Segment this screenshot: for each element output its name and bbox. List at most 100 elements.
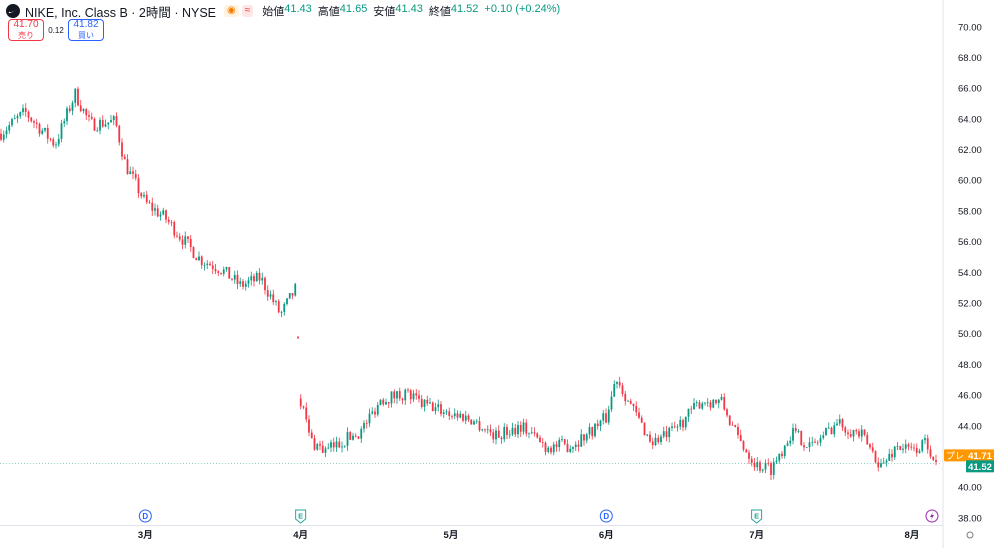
candle-body [497, 430, 500, 438]
candle-body [288, 293, 291, 299]
low-value: 41.43 [395, 3, 423, 15]
trade-buttons: 41.70 売り 0.12 41.82 買い [8, 19, 104, 41]
candle-body [577, 444, 580, 447]
candle-body [85, 108, 88, 116]
candle-body [13, 118, 16, 120]
candle-body [354, 435, 357, 437]
candle-body [0, 133, 2, 140]
candle-body [503, 426, 506, 440]
candle-body [583, 434, 585, 441]
candle-body [904, 444, 907, 449]
candle-body [272, 294, 275, 303]
candle-body [739, 434, 742, 441]
candle-body [750, 458, 753, 463]
candle-body [715, 399, 717, 404]
candle-body [849, 434, 852, 437]
candle-body [313, 438, 316, 450]
candle-body [420, 398, 423, 407]
candle-body [745, 449, 748, 453]
candle-body [484, 429, 486, 431]
candle-body [302, 406, 305, 408]
candle-body [640, 417, 643, 423]
candle-body [599, 420, 602, 427]
candle-body [475, 421, 478, 422]
candle-body [500, 437, 503, 440]
candle-body [264, 277, 266, 291]
candle-body [627, 400, 629, 402]
candle-body [756, 462, 759, 468]
candle-body [478, 421, 481, 431]
candle-body [167, 219, 170, 222]
candle-body [720, 396, 723, 400]
nike-swoosh-icon[interactable] [6, 4, 20, 18]
candle-body [55, 144, 57, 146]
candle-body [844, 427, 847, 433]
approx-icon[interactable]: ≈ [241, 5, 254, 17]
candle-body [143, 194, 145, 197]
candle-body [16, 116, 19, 119]
candle-body [129, 171, 132, 175]
candle-body [415, 393, 418, 396]
symbol-title[interactable]: NIKE, Inc. Class B · 2時間 · NYSE [25, 5, 217, 20]
sell-button[interactable]: 41.70 売り [8, 19, 44, 41]
candle-body [165, 210, 167, 220]
candle-body [880, 463, 882, 468]
sell-price: 41.70 [13, 18, 39, 30]
candle-body [310, 432, 313, 439]
candle-body [737, 426, 739, 435]
eye-icon[interactable]: ◉ [224, 5, 239, 17]
candle-body [786, 443, 789, 446]
candle-body [41, 130, 44, 134]
candle-body [687, 408, 690, 417]
candle-body [74, 88, 77, 103]
candle-body [437, 404, 440, 408]
candle-body [82, 108, 85, 112]
candle-body [68, 108, 71, 111]
candle-body [731, 424, 734, 426]
candle-body [552, 444, 555, 453]
x-axis: 3月 4月 5月 6月 7月 8月 [138, 530, 974, 541]
candle-body [409, 390, 412, 400]
candle-body [176, 235, 178, 237]
candle-body [244, 283, 247, 287]
candle-body [561, 439, 563, 440]
candle-body [154, 208, 156, 211]
event-dividend-letter: D [142, 512, 148, 521]
candle-body [330, 442, 332, 448]
candle-body [137, 178, 140, 194]
candle-body [550, 447, 552, 453]
buy-button[interactable]: 41.82 買い [68, 19, 104, 41]
candle-body [233, 274, 236, 280]
candle-body [866, 434, 869, 445]
candle-body [332, 442, 335, 448]
candle-body [676, 426, 679, 428]
candle-body [671, 426, 673, 428]
candle-body [101, 119, 104, 127]
candle-body [814, 441, 816, 443]
candle-body [123, 156, 126, 160]
candle-body [492, 432, 495, 440]
spread-value: 0.12 [48, 25, 64, 35]
candle-body [442, 412, 445, 414]
candles [0, 86, 937, 481]
candle-body [841, 419, 844, 428]
high-label: 高値 [317, 6, 340, 18]
candle-body [539, 437, 541, 443]
candle-body [363, 423, 365, 429]
candle-body [805, 447, 808, 448]
candle-body [852, 429, 855, 437]
candle-body [734, 425, 737, 427]
candle-body [580, 434, 583, 447]
candle-body [365, 423, 368, 424]
candle-body [382, 399, 385, 405]
y-tick-label: 44.00 [958, 421, 982, 432]
candle-body [585, 434, 588, 441]
candle-body [877, 462, 880, 468]
event-dividend-letter: D [603, 512, 609, 521]
candle-body [112, 116, 115, 121]
candle-body [291, 293, 294, 296]
candle-body [236, 274, 239, 284]
candle-body [104, 124, 107, 127]
